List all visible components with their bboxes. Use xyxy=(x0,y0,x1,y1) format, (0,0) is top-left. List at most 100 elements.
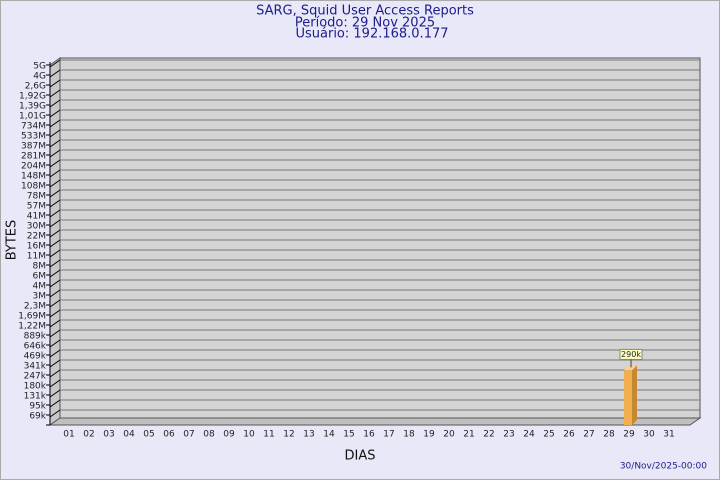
y-tick-label: 646k xyxy=(24,342,47,352)
grid-line xyxy=(49,249,61,258)
x-tick-label: 15 xyxy=(343,430,354,440)
x-tick-label: 11 xyxy=(263,430,274,440)
y-tick-label: 247k xyxy=(24,372,47,382)
value-label: 290k xyxy=(621,350,641,359)
y-tick-label: 1,69M xyxy=(18,312,46,322)
x-tick-label: 22 xyxy=(483,430,494,440)
grid-line xyxy=(49,119,61,128)
y-tick-label: 41M xyxy=(27,212,46,222)
footer: 30/Nov/2025-00:00 xyxy=(620,462,707,472)
grid-line xyxy=(49,309,61,318)
grid-line xyxy=(49,169,61,178)
grid-line xyxy=(49,299,61,308)
subtitle: Período: 29 Nov 2025 xyxy=(295,16,435,31)
grid-line xyxy=(49,79,61,88)
x-tick-label: 23 xyxy=(503,430,514,440)
y-tick-label: 387M xyxy=(21,142,46,152)
grid-line xyxy=(49,379,61,388)
x-tick-label: 18 xyxy=(403,430,415,440)
back-wall xyxy=(59,57,701,419)
grid-line xyxy=(49,399,61,408)
grid-line xyxy=(49,189,61,198)
x-tick-label: 01 xyxy=(63,430,74,440)
y-tick-label: 131k xyxy=(24,392,47,402)
x-tick-label: 28 xyxy=(603,430,615,440)
y-tick-label: 180k xyxy=(24,382,47,392)
grid-line xyxy=(49,239,61,248)
x-tick-label: 03 xyxy=(103,430,114,440)
y-tick-label: 204M xyxy=(21,162,46,172)
x-tick-label: 12 xyxy=(283,430,294,440)
x-tick-label: 17 xyxy=(383,430,394,440)
y-tick-label: 16M xyxy=(27,242,46,252)
x-tick-label: 02 xyxy=(83,430,94,440)
x-tick-label: 14 xyxy=(323,430,335,440)
y-tick-label: 734M xyxy=(21,122,46,132)
x-tick-label: 07 xyxy=(183,430,194,440)
x-tick-label: 31 xyxy=(663,430,674,440)
bar-side xyxy=(632,365,637,425)
x-tick-label: 08 xyxy=(203,430,215,440)
y-tick-label: 78M xyxy=(27,192,46,202)
x-tick-label: 09 xyxy=(223,430,235,440)
grid-line xyxy=(49,279,61,288)
grid-line xyxy=(49,159,61,168)
y-tick-label: 8M xyxy=(33,262,47,272)
y-tick-label: 2,6G xyxy=(25,82,46,92)
x-tick-label: 29 xyxy=(623,430,635,440)
grid-line xyxy=(49,329,61,338)
grid-line xyxy=(49,199,61,208)
grid-line xyxy=(49,99,61,108)
grid-line xyxy=(49,409,61,418)
grid-line xyxy=(49,229,61,238)
grid-line xyxy=(49,149,61,158)
y-tick-label: 11M xyxy=(27,252,46,262)
y-tick-label: 533M xyxy=(21,132,46,142)
grid-line xyxy=(49,129,61,138)
x-tick-label: 10 xyxy=(243,430,255,440)
x-tick-label: 06 xyxy=(163,430,175,440)
y-tick-label: 1,01G xyxy=(19,112,46,122)
floor xyxy=(48,417,702,426)
grid-line xyxy=(49,289,61,298)
y-tick-label: 22M xyxy=(27,232,46,242)
grid-line xyxy=(49,389,61,398)
x-axis-label: DIAS xyxy=(345,449,376,464)
grid-line xyxy=(49,209,61,218)
y-tick-label: 1,92G xyxy=(19,92,46,102)
x-tick-label: 13 xyxy=(303,430,314,440)
x-tick-label: 20 xyxy=(443,430,455,440)
y-tick-label: 889k xyxy=(24,332,47,342)
y-tick-label: 69k xyxy=(29,412,46,422)
subtitle: Usuário: 192.168.0.177 xyxy=(295,27,448,42)
grid-line xyxy=(49,359,61,368)
y-axis-label: BYTES xyxy=(5,220,20,261)
x-tick-label: 26 xyxy=(563,430,575,440)
y-tick-label: 5G xyxy=(33,62,46,72)
y-tick-label: 4G xyxy=(33,72,46,82)
y-tick-label: 3M xyxy=(33,292,47,302)
y-tick-label: 108M xyxy=(21,182,46,192)
grid-line xyxy=(49,69,61,78)
bar xyxy=(624,370,632,425)
y-tick-label: 148M xyxy=(21,172,46,182)
x-tick-label: 21 xyxy=(463,430,474,440)
grid-line xyxy=(49,269,61,278)
grid-line xyxy=(49,369,61,378)
y-tick-label: 1,39G xyxy=(19,102,46,112)
grid-line xyxy=(49,349,61,358)
grid-line xyxy=(49,339,61,348)
y-tick-label: 30M xyxy=(27,222,46,232)
x-tick-label: 30 xyxy=(643,430,655,440)
grid-line xyxy=(49,319,61,328)
x-tick-label: 25 xyxy=(543,430,554,440)
grid-line xyxy=(49,259,61,268)
x-tick-label: 27 xyxy=(583,430,594,440)
y-tick-label: 4M xyxy=(33,282,47,292)
y-tick-label: 57M xyxy=(27,202,46,212)
x-tick-label: 24 xyxy=(523,430,535,440)
y-tick-label: 95k xyxy=(29,402,46,412)
y-tick-label: 2,3M xyxy=(24,302,46,312)
y-tick-label: 469k xyxy=(24,352,47,362)
